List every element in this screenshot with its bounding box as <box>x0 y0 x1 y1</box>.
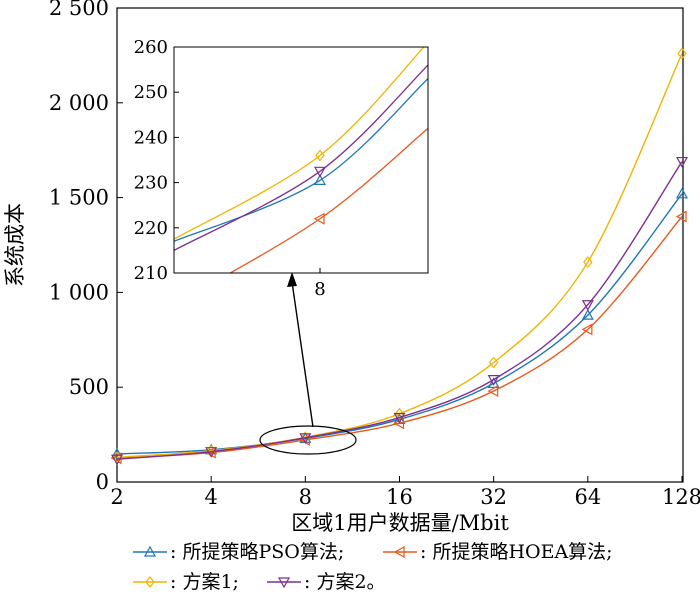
data-point <box>487 377 500 389</box>
x-tick-label: 16 <box>386 485 413 509</box>
inset-x-tick-label: 8 <box>314 279 325 300</box>
legend-label: : 方案2。 <box>304 571 386 593</box>
inset-data-point <box>313 174 327 185</box>
data-point <box>675 210 687 223</box>
legend-marker <box>393 545 405 559</box>
data-point <box>110 454 124 466</box>
inset-background <box>174 47 428 273</box>
data-point <box>487 375 500 386</box>
legend-marker <box>277 577 291 589</box>
inset-y-tick-label: 260 <box>134 37 168 58</box>
data-point <box>205 447 218 458</box>
inset-y-tick-label: 220 <box>134 218 168 239</box>
inset-series-group <box>174 47 428 273</box>
x-tick-label: 8 <box>299 485 312 509</box>
x-tick-label: 32 <box>480 485 507 509</box>
legend-marker <box>143 545 157 557</box>
data-point <box>394 407 405 420</box>
inset-y-tick-label: 210 <box>134 263 168 284</box>
data-point <box>581 323 593 336</box>
data-point <box>299 433 312 445</box>
data-point <box>581 308 594 320</box>
data-point <box>581 300 594 311</box>
data-point <box>393 412 406 424</box>
legend-marker <box>145 576 155 588</box>
inset-series-line <box>174 78 428 242</box>
y-axis-title: 系统成本 <box>3 203 27 287</box>
inset-y-tick-label: 240 <box>134 127 168 148</box>
zoom-ellipse <box>259 425 357 455</box>
inset-ticks: 210 220 230 240 250 260 8 <box>134 37 326 300</box>
inset-data-point <box>313 166 327 178</box>
inset-series-line <box>174 64 428 251</box>
series-group <box>110 47 689 466</box>
inset-frame <box>173 46 429 274</box>
y-tick-label: 2 500 <box>49 0 109 20</box>
x-tick-label: 64 <box>574 485 601 509</box>
inset-y-tick-label: 230 <box>134 173 168 194</box>
series-line <box>116 216 683 459</box>
x-axis-ticks: 2 4 8 16 32 64 128 <box>110 476 700 509</box>
data-point <box>675 187 689 199</box>
data-point <box>677 47 687 60</box>
y-tick-label: 0 <box>96 470 109 494</box>
x-tick-label: 128 <box>662 485 700 509</box>
data-point <box>675 156 689 168</box>
y-tick-label: 500 <box>69 375 109 399</box>
legend-label: : 方案1; <box>170 571 239 593</box>
inset-data-point <box>315 149 325 162</box>
y-tick-label: 1 500 <box>49 186 109 210</box>
zoom-arrow-shaft <box>291 281 314 428</box>
series-line <box>116 161 683 460</box>
inset-series-line <box>228 127 428 273</box>
data-point <box>583 256 593 269</box>
legend-label: : 所提策略HOEA算法; <box>420 541 613 563</box>
data-point <box>487 384 499 398</box>
inset-data-point <box>313 212 325 225</box>
legend: : 所提策略PSO算法; : 所提策略HOEA算法; : 方案1; : 方案2。 <box>133 541 613 593</box>
x-axis-title: 区域1用户数据量/Mbit <box>291 511 509 535</box>
data-point <box>488 356 499 369</box>
x-tick-label: 2 <box>110 485 123 509</box>
inset-y-tick-label: 250 <box>134 82 168 103</box>
series-line <box>116 53 683 459</box>
y-tick-label: 1 000 <box>49 280 109 304</box>
y-tick-label: 2 000 <box>49 91 109 115</box>
y-axis-ticks: 0 500 1 000 1 500 2 000 2 500 <box>49 0 123 494</box>
x-tick-label: 4 <box>204 485 217 509</box>
inset-series-line <box>174 47 425 240</box>
zoom-arrow-head <box>287 272 297 287</box>
legend-label: : 所提策略PSO算法; <box>170 541 344 563</box>
